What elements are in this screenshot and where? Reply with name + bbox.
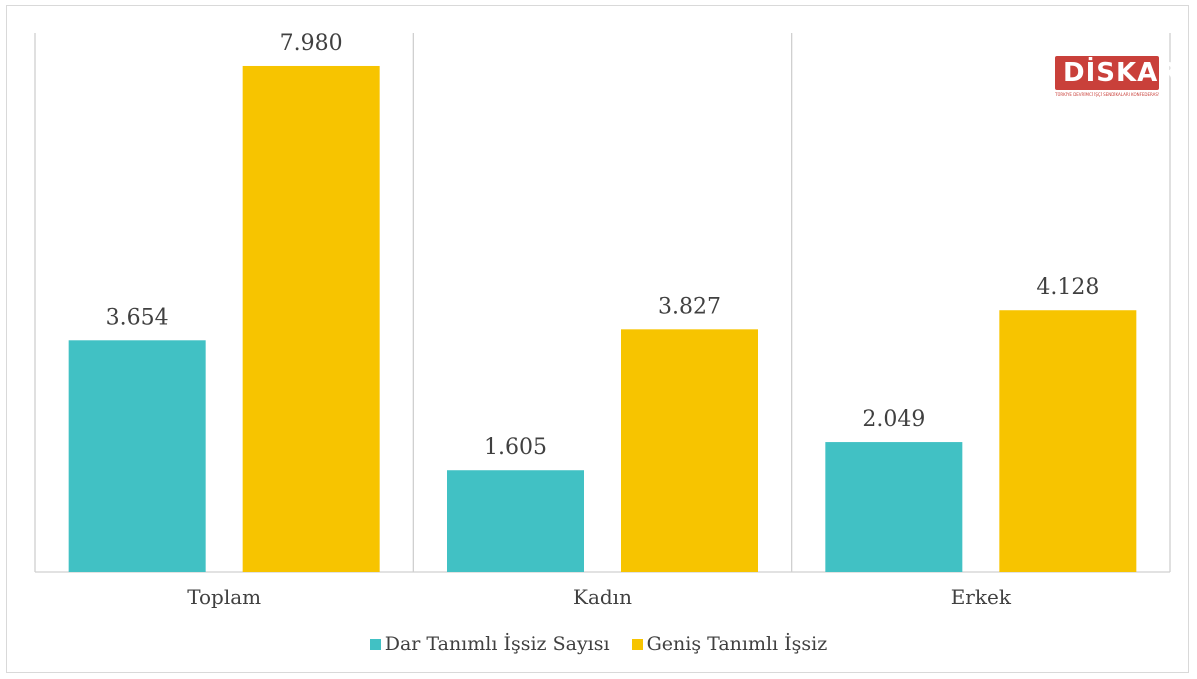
category-label: Erkek <box>951 585 1012 609</box>
legend-item-genis: Geniş Tanımlı İşsiz <box>631 633 828 655</box>
legend-item-dar: Dar Tanımlı İşsiz Sayısı <box>369 633 610 655</box>
bar-dar <box>68 340 206 572</box>
bar-dar <box>447 470 584 572</box>
data-label: 3.827 <box>658 294 721 319</box>
data-label: 2.049 <box>862 407 925 432</box>
logo-box <box>1055 56 1159 90</box>
legend-label-genis: Geniş Tanımlı İşsiz <box>646 633 828 655</box>
category-label: Toplam <box>187 585 261 609</box>
data-label: 1.605 <box>484 435 547 460</box>
data-label: 7.980 <box>280 31 343 56</box>
legend-label-dar: Dar Tanımlı İşsiz Sayısı <box>384 633 610 655</box>
bar-genis <box>621 329 758 572</box>
diskar-logo: DİSKAR TÜRKİYE DEVRİMCİ İŞÇİ SENDİKALARI… <box>1055 56 1178 102</box>
bar-dar <box>825 442 963 572</box>
data-label: 4.128 <box>1036 275 1099 300</box>
logo-text: DİSKAR <box>1063 58 1180 88</box>
chart-legend: Dar Tanımlı İşsiz Sayısı Geniş Tanımlı İ… <box>0 633 1197 655</box>
bar-genis <box>999 310 1137 572</box>
category-label: Kadın <box>573 585 632 609</box>
logo-subtitle: TÜRKİYE DEVRİMCİ İŞÇİ SENDİKALARI KONFED… <box>1055 92 1159 97</box>
bar-genis <box>242 65 380 572</box>
data-label: 3.654 <box>106 305 169 330</box>
legend-swatch-genis <box>631 638 643 650</box>
legend-swatch-dar <box>369 638 381 650</box>
